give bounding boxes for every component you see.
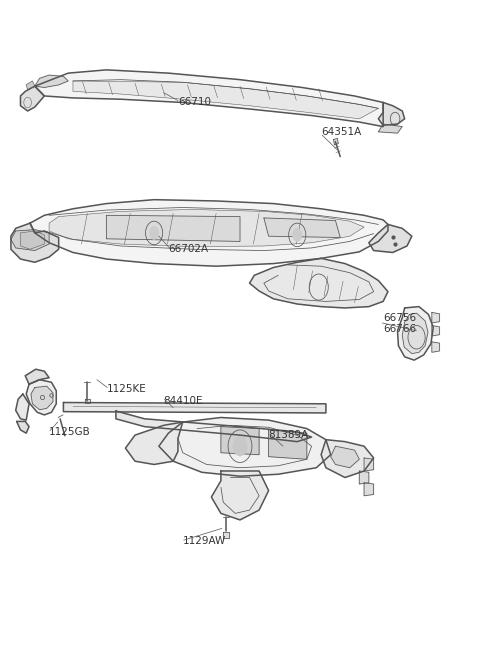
Polygon shape	[116, 411, 312, 441]
Polygon shape	[35, 75, 68, 88]
Polygon shape	[378, 124, 402, 133]
Polygon shape	[125, 422, 183, 464]
Polygon shape	[223, 533, 228, 538]
Polygon shape	[250, 258, 388, 308]
Polygon shape	[269, 430, 307, 459]
Polygon shape	[432, 342, 440, 352]
Polygon shape	[432, 312, 440, 323]
Polygon shape	[159, 417, 331, 476]
Polygon shape	[369, 225, 412, 252]
Polygon shape	[264, 218, 340, 238]
Text: 64351A: 64351A	[321, 127, 361, 137]
Polygon shape	[21, 231, 44, 250]
Text: 1125GB: 1125GB	[49, 427, 91, 437]
Polygon shape	[432, 326, 440, 336]
Circle shape	[149, 227, 159, 240]
Polygon shape	[334, 138, 338, 145]
Polygon shape	[211, 471, 269, 520]
Text: 1129AW: 1129AW	[183, 536, 226, 546]
Text: 1125KE: 1125KE	[107, 384, 146, 394]
Polygon shape	[397, 307, 433, 360]
Polygon shape	[73, 81, 378, 119]
Polygon shape	[26, 380, 56, 415]
Text: 66756: 66756	[383, 312, 416, 323]
Text: 66710: 66710	[178, 98, 211, 107]
Polygon shape	[85, 400, 90, 403]
Polygon shape	[11, 223, 59, 262]
Polygon shape	[63, 403, 326, 413]
Polygon shape	[364, 458, 373, 471]
Polygon shape	[17, 421, 29, 433]
Polygon shape	[25, 369, 49, 384]
Polygon shape	[221, 426, 259, 455]
Circle shape	[233, 436, 247, 456]
Polygon shape	[21, 86, 44, 111]
Circle shape	[292, 229, 302, 242]
Polygon shape	[107, 215, 240, 242]
Polygon shape	[402, 313, 428, 354]
Polygon shape	[30, 200, 388, 266]
Polygon shape	[31, 386, 53, 409]
Polygon shape	[35, 70, 383, 126]
Polygon shape	[378, 102, 405, 125]
Polygon shape	[11, 230, 49, 251]
Polygon shape	[49, 210, 364, 247]
Polygon shape	[364, 483, 373, 496]
Text: 84410E: 84410E	[164, 396, 203, 405]
Text: 66766: 66766	[383, 324, 416, 334]
Polygon shape	[360, 471, 369, 484]
Text: 66702A: 66702A	[168, 244, 208, 254]
Polygon shape	[321, 440, 373, 477]
Polygon shape	[16, 394, 29, 420]
Polygon shape	[331, 446, 360, 468]
Polygon shape	[26, 81, 35, 90]
Text: 81389A: 81389A	[269, 430, 309, 440]
